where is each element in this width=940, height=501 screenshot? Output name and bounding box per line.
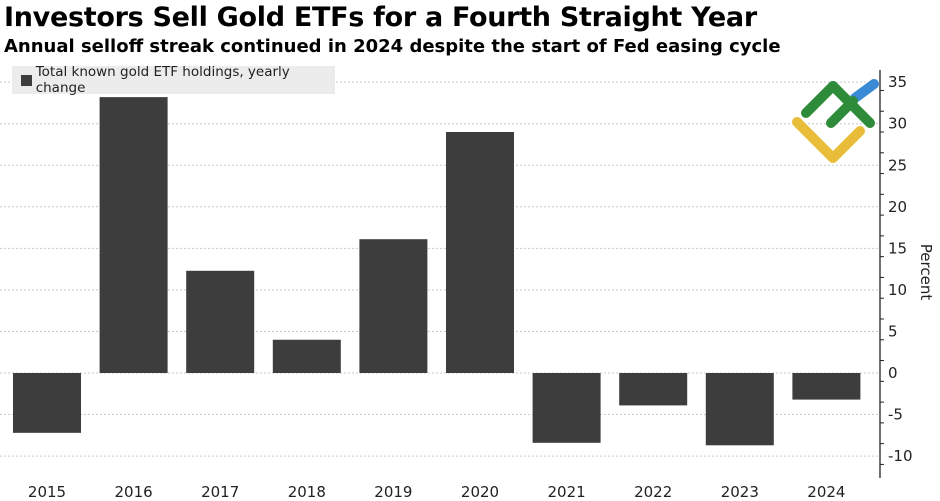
y-tick-label: -10 [888,447,913,465]
x-tick-label: 2022 [634,483,672,501]
y-tick-label: 0 [888,364,898,382]
x-tick-label: 2021 [548,483,586,501]
y-axis-label: Percent [917,244,935,301]
x-tick-label: 2018 [288,483,326,501]
logo-stroke [850,79,879,103]
bar-2017 [186,270,255,373]
x-tick-label: 2020 [461,483,499,501]
chart-title: Investors Sell Gold ETFs for a Fourth St… [4,2,757,33]
y-tick-label: 25 [888,156,907,174]
bar-2018 [272,339,341,373]
logo-stroke [828,126,865,163]
y-tick-label: -5 [888,406,903,424]
bar-2020 [446,132,514,373]
legend-label: Total known gold ETF holdings, yearly ch… [35,64,290,96]
bar-2022 [619,373,688,406]
y-tick-label: 5 [888,322,898,340]
logo-stroke [826,96,858,128]
x-tick-label: 2023 [721,483,759,501]
bar-2019 [359,239,428,373]
bar-2021 [532,373,601,443]
x-tick-label: 2016 [115,483,153,501]
bar-2015 [13,373,81,433]
chart-subtitle: Annual selloff streak continued in 2024 … [4,36,781,57]
bar-2024 [792,373,861,400]
logo-stroke [801,81,838,118]
legend: Total known gold ETF holdings, yearly ch… [12,64,335,96]
x-tick-label: 2015 [28,483,66,501]
y-tick-label: 15 [888,239,907,257]
logo-stroke [792,117,838,163]
y-tick-label: 30 [888,115,907,133]
logo-icon [792,79,879,163]
y-tick-label: 35 [888,73,907,91]
x-tick-label: 2017 [201,483,239,501]
x-tick-label: 2019 [374,483,412,501]
y-tick-label: 10 [888,281,907,299]
x-tick-label: 2024 [807,483,845,501]
bar-2016 [99,97,168,373]
legend-swatch [21,74,32,86]
bar-2023 [705,373,774,446]
y-tick-label: 20 [888,198,907,216]
